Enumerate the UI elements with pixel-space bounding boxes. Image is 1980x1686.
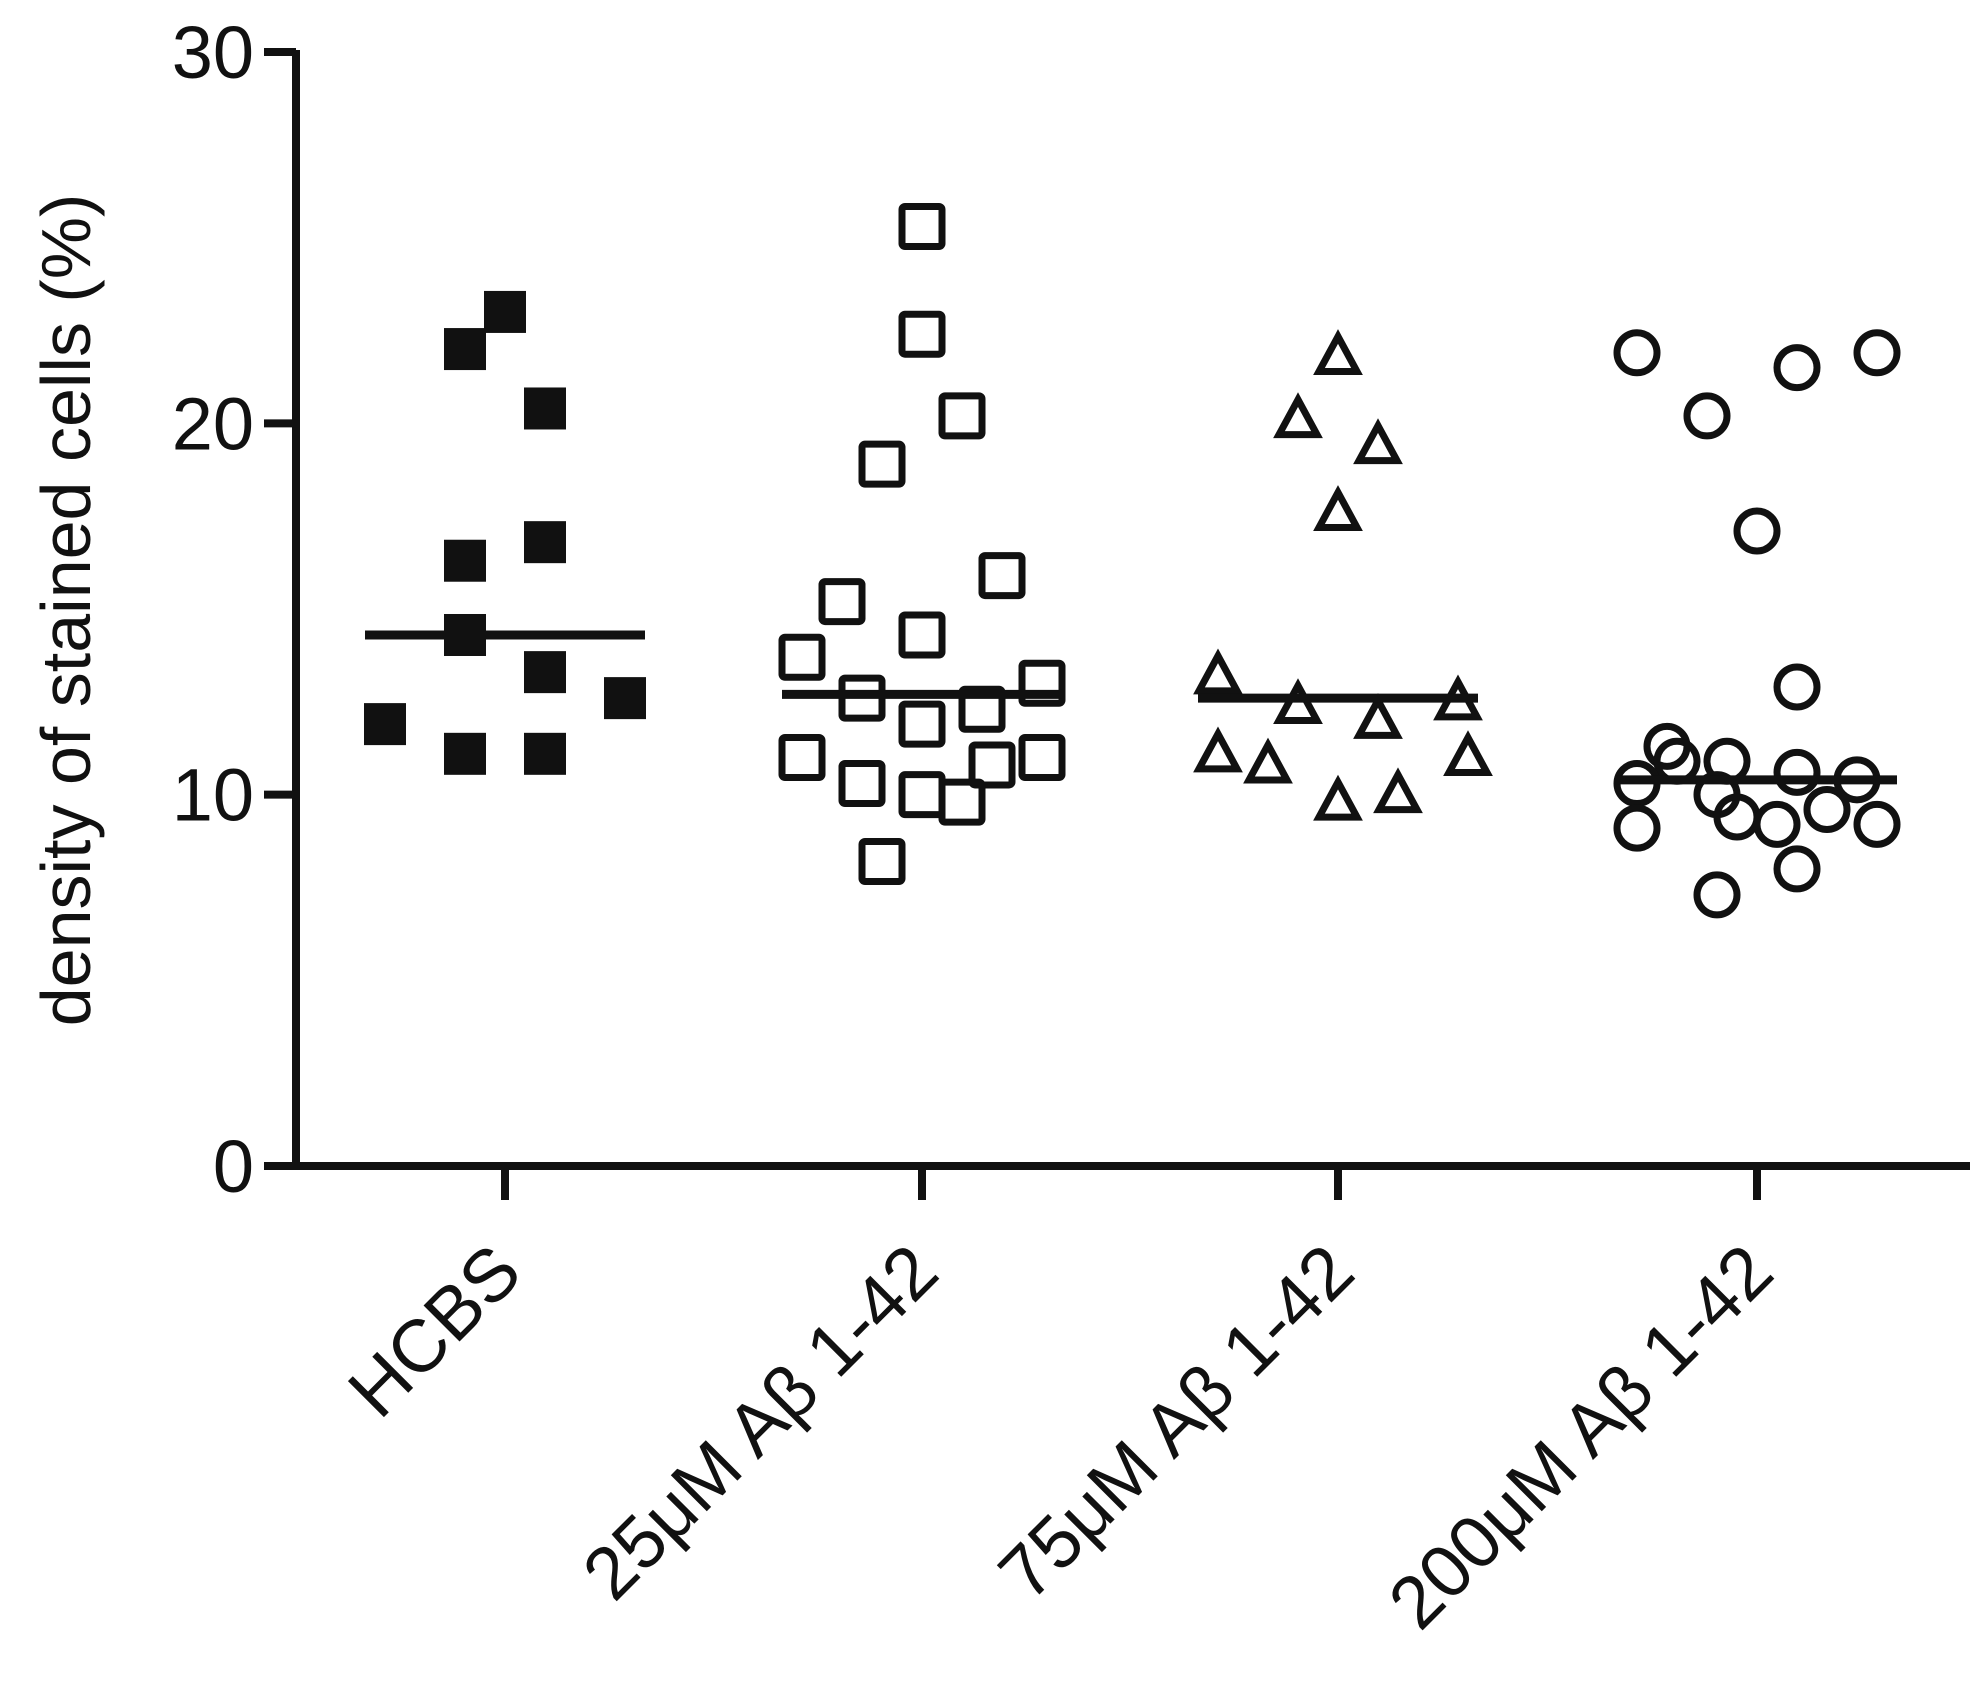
open-square-point: [898, 310, 946, 358]
median-lines: [365, 630, 1897, 785]
open-triangle-point: [1193, 648, 1243, 695]
y-tick-label: 0: [213, 1125, 254, 1208]
open-square-point: [818, 578, 866, 626]
open-circle-point: [1683, 392, 1731, 440]
filled-square-point: [604, 677, 646, 720]
open-circle-point: [1613, 804, 1661, 852]
open-square-point: [858, 838, 906, 886]
open-square-point: [778, 734, 826, 782]
open-circle-point: [1733, 507, 1781, 555]
x-tick-label: 200μM Aβ 1-42: [1373, 1229, 1789, 1645]
open-triangle-point: [1443, 730, 1493, 777]
x-tick-label: HCBS: [332, 1229, 536, 1433]
open-square-point: [898, 203, 946, 251]
open-circle-point: [1853, 800, 1901, 848]
x-tick-label: 25μM Aβ 1-42: [567, 1229, 954, 1616]
filled-square-point: [524, 732, 566, 775]
y-tick-label: 20: [172, 382, 254, 465]
filled-square-point: [444, 328, 486, 371]
open-square-point: [1018, 734, 1066, 782]
open-circle-point: [1803, 786, 1851, 834]
open-triangle-point: [1313, 329, 1363, 375]
filled-square-point: [484, 290, 526, 333]
open-circle-point: [1773, 748, 1821, 796]
open-triangle-point: [1353, 693, 1403, 739]
open-circle-point: [1773, 845, 1821, 893]
y-ticks: 0 10 20 30: [172, 11, 296, 1208]
y-tick-label: 30: [172, 11, 254, 94]
open-square-point: [978, 552, 1026, 600]
y-axis-title: density of stained cells (%): [27, 194, 105, 1027]
filled-square-point: [444, 732, 486, 775]
open-square-point: [898, 700, 946, 748]
x-tick-label: 75μM Aβ 1-42: [983, 1229, 1370, 1616]
open-triangle-point: [1353, 418, 1403, 465]
y-tick-label: 10: [172, 754, 254, 837]
open-circle-point: [1773, 663, 1821, 711]
filled-square-point: [364, 703, 406, 746]
open-triangle-point: [1273, 678, 1323, 725]
open-circle-point: [1773, 344, 1821, 392]
open-circle-point: [1853, 329, 1901, 377]
open-square-point: [898, 611, 946, 659]
open-triangle-point: [1273, 392, 1323, 439]
open-square-point: [838, 760, 886, 808]
open-triangle-point: [1313, 485, 1363, 531]
x-ticks: HCBS 25μM Aβ 1-42 75μM Aβ 1-42 200μM Aβ 1-4…: [332, 1166, 1788, 1644]
open-square-point: [778, 633, 826, 681]
open-circle-point: [1613, 329, 1661, 377]
open-square-point: [858, 440, 906, 488]
open-triangle-point: [1193, 726, 1243, 773]
filled-square-point: [444, 539, 486, 582]
open-circle-point: [1693, 871, 1741, 919]
filled-square-point: [524, 521, 566, 564]
open-square-point: [958, 685, 1006, 733]
open-triangle-point: [1243, 737, 1293, 784]
open-square-point: [938, 392, 986, 440]
open-circle-point: [1753, 800, 1801, 848]
filled-square-point: [524, 651, 566, 694]
open-square-point: [898, 771, 946, 819]
open-square-point: [938, 778, 986, 826]
open-square-point: [968, 741, 1016, 789]
data-points: [364, 203, 1901, 919]
axes: [292, 50, 1970, 1170]
filled-square-point: [524, 387, 566, 430]
open-triangle-point: [1373, 767, 1423, 814]
open-square-point: [1018, 659, 1066, 707]
open-triangle-point: [1313, 774, 1363, 821]
